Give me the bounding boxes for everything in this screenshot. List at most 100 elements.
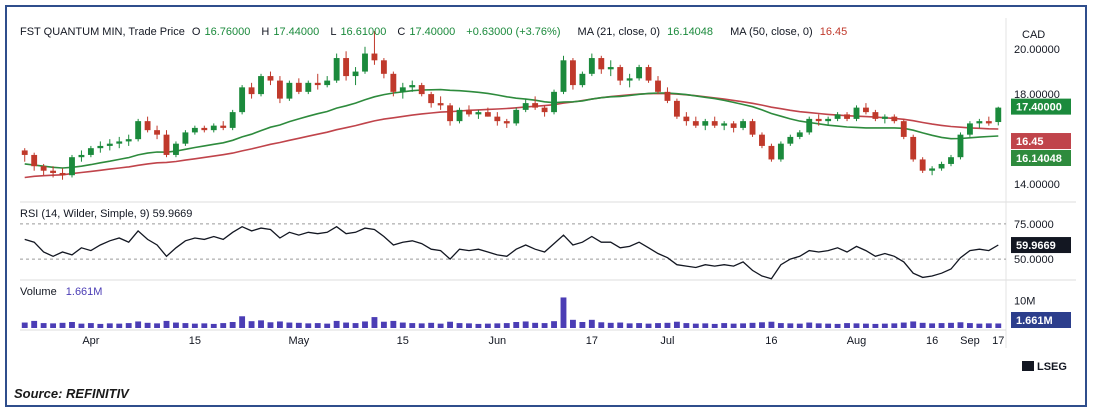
candle-body-44 bbox=[437, 103, 444, 106]
volume-tick-label-0: 10M bbox=[1014, 296, 1035, 308]
ma50-axis-label: 16.45 bbox=[1016, 136, 1044, 148]
candle-body-82 bbox=[796, 132, 803, 137]
candle-body-25 bbox=[258, 76, 264, 95]
lseg-brand: LSEG bbox=[1037, 361, 1067, 373]
rsi-legend: RSI (14, Wilder, Simple, 9) 59.9669 bbox=[20, 208, 192, 220]
volume-bar-76 bbox=[740, 323, 747, 328]
volume-bar-72 bbox=[702, 323, 709, 328]
candle-body-3 bbox=[50, 170, 57, 173]
volume-bar-64 bbox=[626, 323, 633, 328]
volume-bar-13 bbox=[144, 322, 151, 328]
x-tick-label-9: 16 bbox=[926, 335, 938, 347]
candle-body-21 bbox=[220, 125, 227, 128]
high-label: H bbox=[261, 26, 270, 38]
candle-body-50 bbox=[494, 116, 501, 122]
candle-body-74 bbox=[721, 123, 728, 126]
candle-body-84 bbox=[815, 118, 822, 122]
volume-bar-101 bbox=[976, 323, 983, 328]
candle-body-1 bbox=[31, 154, 38, 167]
candle-body-10 bbox=[116, 141, 123, 144]
volume-bar-97 bbox=[938, 323, 945, 328]
volume-bar-4 bbox=[59, 322, 66, 328]
candle-body-56 bbox=[551, 91, 557, 113]
volume-bar-84 bbox=[815, 323, 822, 328]
ma21-label: MA (21, close, 0) bbox=[577, 26, 661, 38]
volume-bar-38 bbox=[380, 321, 387, 328]
candle-body-89 bbox=[863, 107, 869, 113]
candle-body-2 bbox=[40, 166, 47, 171]
volume-value: 1.661M bbox=[65, 286, 103, 298]
volume-bar-7 bbox=[87, 323, 94, 328]
volume-bar-90 bbox=[872, 323, 879, 328]
candle-body-30 bbox=[305, 82, 312, 92]
price-tick-label-1: 18.00000 bbox=[1014, 89, 1060, 101]
last-price-label: 17.40000 bbox=[1016, 102, 1062, 114]
candle-body-88 bbox=[853, 107, 860, 119]
candle-body-67 bbox=[655, 80, 661, 92]
candle-body-75 bbox=[730, 123, 737, 128]
volume-bar-3 bbox=[50, 323, 57, 328]
candle-body-46 bbox=[456, 109, 463, 122]
volume-bar-6 bbox=[78, 323, 85, 328]
rsi-tick-label-1: 50.0000 bbox=[1014, 254, 1054, 266]
candle-body-24 bbox=[248, 87, 255, 95]
ma50-label: MA (50, close, 0) bbox=[730, 26, 813, 38]
candle-body-17 bbox=[182, 132, 189, 144]
volume-bar-22 bbox=[229, 322, 236, 328]
volume-bar-87 bbox=[844, 323, 850, 328]
volume-bar-80 bbox=[777, 323, 784, 328]
candle-body-38 bbox=[380, 60, 387, 74]
volume-bar-44 bbox=[437, 323, 444, 328]
candle-body-22 bbox=[229, 112, 236, 128]
candle-body-95 bbox=[919, 159, 926, 171]
volume-bar-69 bbox=[673, 321, 680, 328]
candle-body-57 bbox=[560, 60, 567, 92]
lseg-mark-icon bbox=[1022, 361, 1034, 371]
candle-body-70 bbox=[683, 116, 690, 122]
candle-body-14 bbox=[154, 130, 160, 135]
close-label: C bbox=[397, 26, 406, 38]
x-tick-label-8: Aug bbox=[847, 335, 867, 347]
x-tick-label-4: Jun bbox=[488, 335, 506, 347]
volume-bar-20 bbox=[210, 323, 217, 328]
volume-bar-48 bbox=[475, 323, 482, 328]
volume-bar-19 bbox=[201, 323, 208, 328]
volume-bar-37 bbox=[371, 317, 378, 328]
candle-body-16 bbox=[173, 143, 179, 155]
price-tick-label-0: 20.00000 bbox=[1014, 44, 1060, 56]
candle-body-59 bbox=[579, 73, 586, 86]
volume-bar-61 bbox=[598, 322, 605, 328]
volume-bar-59 bbox=[579, 322, 586, 328]
volume-bar-35 bbox=[352, 323, 359, 328]
open-label: O bbox=[191, 26, 201, 38]
candle-body-83 bbox=[806, 118, 813, 133]
volume-bar-78 bbox=[759, 322, 765, 328]
volume-bar-94 bbox=[910, 321, 917, 328]
last-price-label-box bbox=[1011, 98, 1071, 115]
volume-bar-74 bbox=[721, 323, 728, 328]
candle-body-61 bbox=[598, 58, 605, 70]
volume-bar-95 bbox=[919, 322, 926, 328]
volume-bar-55 bbox=[541, 323, 548, 328]
ma21-line bbox=[24, 88, 999, 169]
volume-bar-14 bbox=[154, 323, 160, 328]
candle-body-53 bbox=[522, 103, 529, 110]
volume-bar-31 bbox=[314, 323, 321, 328]
volume-bar-75 bbox=[730, 323, 737, 328]
low-value: 16.61000 bbox=[340, 26, 387, 38]
volume-bar-85 bbox=[825, 323, 832, 328]
source-caption: Source: REFINITIV bbox=[14, 386, 129, 401]
rsi-label: RSI (14, Wilder, Simple, 9) bbox=[20, 208, 150, 220]
x-tick-label-5: 17 bbox=[586, 335, 598, 347]
rsi-line bbox=[24, 225, 999, 280]
volume-bar-82 bbox=[796, 323, 803, 328]
volume-bar-99 bbox=[957, 322, 964, 328]
x-tick-label-1: 15 bbox=[189, 335, 201, 347]
volume-bar-49 bbox=[484, 323, 491, 328]
candle-body-63 bbox=[617, 67, 624, 81]
volume-bar-0 bbox=[21, 322, 28, 328]
candle-body-13 bbox=[144, 121, 151, 131]
candle-body-69 bbox=[673, 100, 680, 117]
candle-body-29 bbox=[295, 82, 302, 92]
